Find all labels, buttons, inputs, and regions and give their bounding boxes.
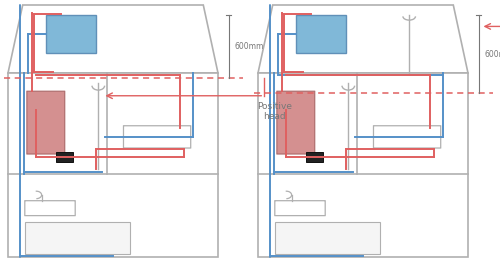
Bar <box>56 152 73 162</box>
Bar <box>46 15 96 53</box>
Text: 600mm: 600mm <box>235 42 264 51</box>
Bar <box>306 152 323 162</box>
Bar <box>8 73 218 257</box>
FancyBboxPatch shape <box>27 91 64 154</box>
FancyBboxPatch shape <box>124 126 190 148</box>
Bar <box>258 73 468 257</box>
Bar <box>275 222 380 254</box>
Polygon shape <box>8 5 218 73</box>
Bar <box>25 222 130 254</box>
Text: Positive
head: Positive head <box>257 102 292 122</box>
Text: 600mm: 600mm <box>485 50 500 59</box>
Polygon shape <box>258 5 468 73</box>
Bar <box>296 15 346 53</box>
FancyBboxPatch shape <box>25 201 75 216</box>
FancyBboxPatch shape <box>277 91 314 154</box>
FancyBboxPatch shape <box>374 126 440 148</box>
FancyBboxPatch shape <box>275 201 325 216</box>
